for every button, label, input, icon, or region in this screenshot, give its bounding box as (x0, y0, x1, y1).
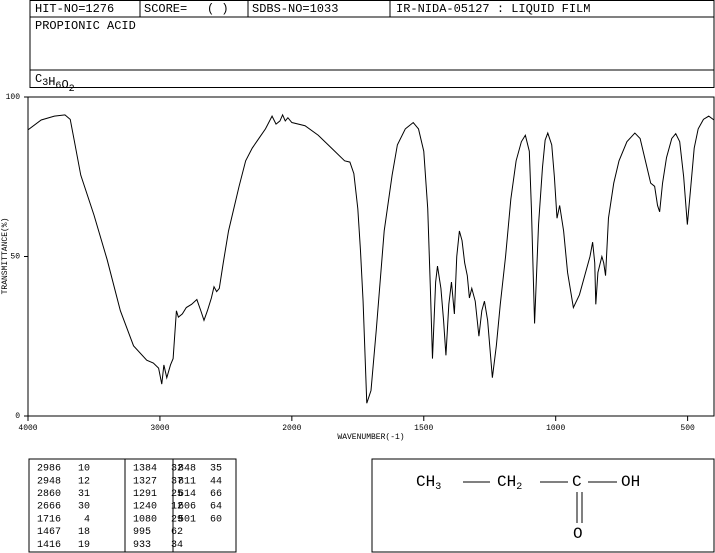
peak-wavenumber: 1716 (37, 514, 61, 525)
peak-wavenumber: 606 (178, 502, 196, 513)
atom: OH (621, 473, 640, 491)
peak-wavenumber: 1240 (133, 502, 157, 513)
y-tick-label: 50 (10, 253, 20, 262)
peak-intensity: 10 (78, 464, 90, 475)
x-tick-label: 1500 (414, 424, 433, 433)
atom: O (573, 525, 583, 543)
method: IR-NIDA-05127 : LIQUID FILM (396, 2, 590, 16)
score-value: ( ) (207, 2, 229, 16)
peak-wavenumber: 1416 (37, 540, 61, 551)
score: SCORE= (144, 2, 187, 16)
peak-intensity: 37 (171, 476, 183, 487)
peak-wavenumber: 614 (178, 489, 196, 500)
peak-wavenumber: 1467 (37, 527, 61, 538)
x-tick-label: 1000 (546, 424, 565, 433)
peak-table-box (28, 458, 237, 553)
peak-table: 2986 10 2948 12 2860 31 2666 30 1716 4 1467 18 1416 1… (37, 459, 222, 552)
peak-intensity: 29 (171, 514, 183, 525)
peak-intensity: 19 (78, 540, 90, 551)
atom-count: 2 (516, 482, 522, 493)
peak-intensity: 4 (84, 514, 90, 525)
structure-box (371, 458, 715, 553)
x-tick-label: 500 (680, 424, 695, 433)
header-box (29, 0, 715, 88)
atom-count: 3 (435, 482, 441, 493)
x-axis-label: WAVENUMBER(-1) (337, 433, 404, 442)
peak-intensity: 34 (171, 540, 183, 551)
atom-symbol: C (572, 473, 582, 491)
formula-element: H (48, 75, 55, 89)
formula-count: 3 (42, 78, 48, 89)
peak-wavenumber: 995 (133, 527, 151, 538)
structure: CH3 CH2 C OHO (416, 473, 640, 543)
peak-wavenumber: 1384 (133, 464, 157, 475)
peak-intensity: 25 (171, 489, 183, 500)
formula-count: 2 (69, 84, 75, 95)
compound-name: PROPIONIC ACID (35, 19, 136, 33)
atom: C (572, 473, 582, 491)
peak-wavenumber: 2948 (37, 476, 61, 487)
peak-intensity: 62 (171, 527, 183, 538)
atom-symbol: CH (497, 473, 516, 491)
plot: 4000 3000 2000 1500 1000 500 0 50 100 (6, 93, 715, 433)
peak-wavenumber: 1291 (133, 489, 157, 500)
y-tick-label: 0 (15, 412, 20, 421)
peak-intensity: 30 (78, 502, 90, 513)
peak-intensity: 44 (210, 476, 222, 487)
header: HIT-NO=1276 SCORE= ( ) SDBS-NO=1033 IR-N… (29, 0, 715, 95)
formula-count: 6 (55, 81, 61, 92)
peak-wavenumber: 1327 (133, 476, 157, 487)
peak-intensity: 64 (210, 502, 222, 513)
y-axis-label: TRANSMITTANCE(%) (1, 218, 10, 295)
peak-wavenumber: 2860 (37, 489, 61, 500)
peak-intensity: 12 (171, 502, 183, 513)
peak-wavenumber: 1080 (133, 514, 157, 525)
hit-no: HIT-NO=1276 (35, 2, 114, 16)
peak-intensity: 31 (78, 489, 90, 500)
peak-wavenumber: 848 (178, 464, 196, 475)
x-tick-label: 3000 (150, 424, 169, 433)
plot-frame (27, 96, 715, 417)
peak-intensity: 18 (78, 527, 90, 538)
formula: C3H6O2 (35, 72, 75, 94)
peak-wavenumber: 2986 (37, 464, 61, 475)
atom-symbol: OH (621, 473, 640, 491)
peak-intensity: 35 (210, 464, 222, 475)
formula-element: O (61, 78, 68, 92)
formula-element: C (35, 72, 42, 86)
peak-wavenumber: 933 (133, 540, 151, 551)
x-tick-label: 4000 (18, 424, 37, 433)
peak-intensity: 66 (210, 489, 222, 500)
x-tick-label: 2000 (282, 424, 301, 433)
peak-wavenumber: 501 (178, 514, 196, 525)
y-tick-label: 100 (6, 93, 21, 102)
atom-symbol: CH (416, 473, 435, 491)
peak-wavenumber: 2666 (37, 502, 61, 513)
atom: CH2 (497, 473, 522, 492)
peak-wavenumber: 811 (178, 476, 196, 487)
sdbs-no: SDBS-NO=1033 (252, 2, 338, 16)
atom: CH3 (416, 473, 441, 492)
peak-intensity: 12 (78, 476, 90, 487)
peak-intensity: 32 (171, 464, 183, 475)
peak-intensity: 60 (210, 514, 222, 525)
spectrum-line (27, 113, 715, 404)
